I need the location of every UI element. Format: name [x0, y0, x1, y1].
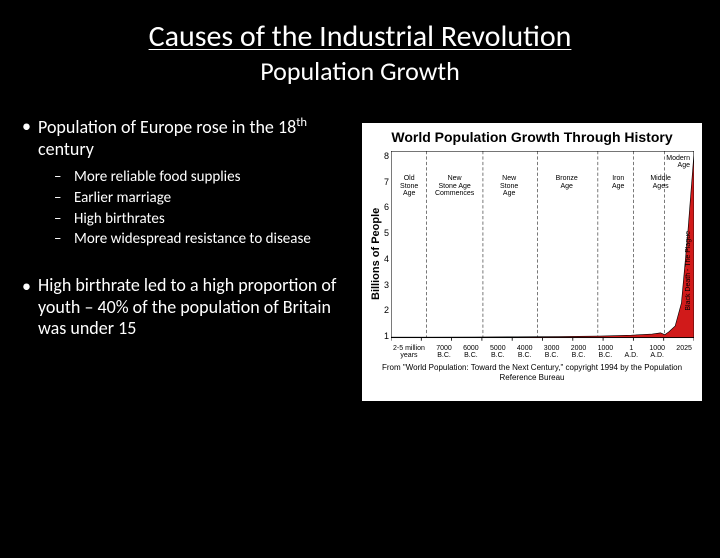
- bullet-1-post: century: [38, 138, 94, 160]
- xtick: 1A.D.: [624, 345, 638, 359]
- era-label: BronzeAge: [536, 175, 597, 198]
- list-item: High birthrate led to a high proportion …: [22, 275, 354, 340]
- xtick: 5000B.C.: [490, 345, 506, 359]
- annotation-plague: Black Death - The Plague: [685, 231, 692, 311]
- list-item: Earlier marriage: [54, 189, 354, 208]
- xtick: 3000B.C.: [544, 345, 560, 359]
- slide-title: Causes of the Industrial Revolution: [0, 18, 720, 55]
- content-row: Population of Europe rose in the 18th ce…: [0, 115, 720, 401]
- list-item: Population of Europe rose in the 18th ce…: [22, 115, 354, 249]
- ytick: 2: [384, 305, 389, 315]
- list-item: More reliable food supplies: [54, 168, 354, 187]
- ytick: 8: [384, 151, 389, 161]
- era-label: OldStoneAge: [391, 175, 427, 198]
- y-axis-label: Billions of People: [370, 151, 382, 357]
- era-label: IronAge: [597, 175, 639, 198]
- bullet-1: Population of Europe rose in the 18th ce…: [38, 116, 307, 160]
- xtick: 1000B.C.: [598, 345, 614, 359]
- plot-wrap: Billions of People 8 7 6 5 4 3 2 1 OldSt…: [370, 151, 694, 357]
- x-axis-ticks: 2-5 millionyears 7000B.C. 6000B.C. 5000B.C.…: [391, 345, 694, 359]
- sub-list: More reliable food supplies Earlier marr…: [54, 168, 354, 249]
- bullet-1-pre: Population of Europe rose in the 18: [38, 116, 296, 138]
- era-label: NewStone AgeCommences: [427, 175, 482, 198]
- plot-area: OldStoneAgeNewStone AgeCommencesNewStone…: [391, 151, 694, 357]
- list-item: More widespread resistance to disease: [54, 230, 354, 249]
- xtick: 2000B.C.: [571, 345, 587, 359]
- y-axis-ticks: 8 7 6 5 4 3 2 1: [384, 151, 391, 357]
- era-label: MiddleAges: [639, 175, 681, 198]
- slide-subtitle: Population Growth: [0, 55, 720, 87]
- xtick: 2-5 millionyears: [393, 345, 425, 359]
- ytick: 1: [384, 331, 389, 341]
- ytick: 3: [384, 280, 389, 290]
- xtick: 2025: [676, 345, 692, 359]
- bullet-1-sup: th: [296, 115, 307, 130]
- era-labels: OldStoneAgeNewStone AgeCommencesNewStone…: [391, 175, 694, 198]
- chart-caption: From "World Population: Toward the Next …: [370, 363, 694, 382]
- ytick: 6: [384, 202, 389, 212]
- bullet-list: Population of Europe rose in the 18th ce…: [22, 115, 354, 340]
- chart-column: World Population Growth Through History …: [362, 115, 710, 401]
- xtick: 7000B.C.: [436, 345, 452, 359]
- population-chart: World Population Growth Through History …: [362, 123, 702, 401]
- text-column: Population of Europe rose in the 18th ce…: [22, 115, 362, 401]
- xtick: 6000B.C.: [463, 345, 479, 359]
- annotation-modern: ModernAge: [666, 155, 690, 169]
- chart-title: World Population Growth Through History: [370, 129, 694, 145]
- xtick: 4000B.C.: [517, 345, 533, 359]
- list-item: High birthrates: [54, 210, 354, 229]
- era-label: NewStoneAge: [482, 175, 537, 198]
- ytick: 4: [384, 254, 389, 264]
- ytick: 5: [384, 228, 389, 238]
- xtick: 1000A.D.: [649, 345, 665, 359]
- bullet-2: High birthrate led to a high proportion …: [38, 274, 336, 339]
- ytick: 7: [384, 177, 389, 187]
